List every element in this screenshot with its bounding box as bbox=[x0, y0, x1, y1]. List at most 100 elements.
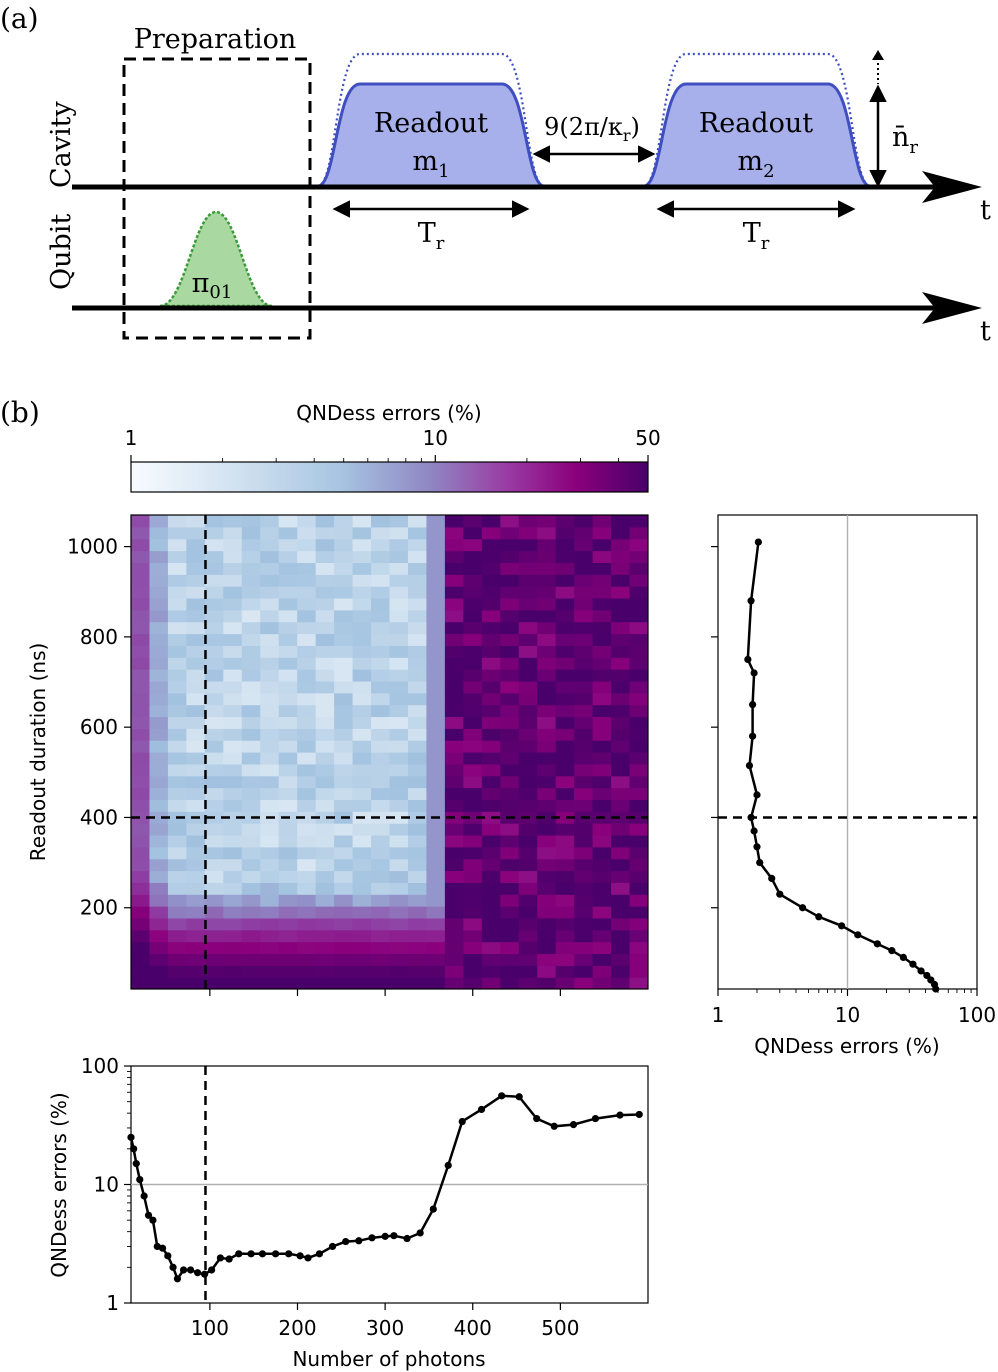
heatmap-cell bbox=[186, 550, 206, 563]
bottom-plot-point bbox=[130, 1145, 138, 1153]
heatmap-cell bbox=[444, 680, 464, 694]
bottom-plot-point bbox=[216, 1254, 224, 1262]
heatmap-cell bbox=[592, 586, 612, 599]
heatmap-cell bbox=[592, 740, 612, 753]
heatmap-cell bbox=[167, 538, 187, 552]
cavity-label: Cavity bbox=[46, 101, 77, 188]
heatmap-cell bbox=[186, 906, 206, 919]
heatmap-cell bbox=[204, 941, 224, 955]
heatmap-cell bbox=[149, 917, 169, 931]
heatmap-cell bbox=[297, 894, 317, 907]
heatmap-cell bbox=[389, 953, 409, 966]
heatmap-cell bbox=[371, 811, 391, 824]
heatmap-cell bbox=[186, 834, 206, 848]
pi-pulse bbox=[159, 210, 273, 308]
heatmap-cell bbox=[260, 965, 280, 978]
heatmap-cell bbox=[463, 775, 483, 789]
bottom-plot-xtick-label: 400 bbox=[454, 1316, 492, 1340]
heatmap-cell bbox=[186, 858, 206, 872]
heatmap-cell bbox=[334, 894, 354, 907]
heatmap-cell bbox=[389, 906, 409, 919]
heatmap-cell bbox=[426, 775, 446, 789]
heatmap-cell bbox=[204, 586, 224, 599]
qubit-time-label: t bbox=[980, 316, 991, 347]
heatmap-cell bbox=[555, 894, 575, 907]
heatmap-cell bbox=[131, 965, 151, 978]
heatmap-cell bbox=[463, 538, 483, 552]
heatmap-cell bbox=[334, 574, 354, 587]
heatmap-cell bbox=[371, 538, 391, 552]
heatmap-cell bbox=[407, 763, 428, 777]
heatmap-cell bbox=[315, 823, 335, 836]
heatmap-cell bbox=[444, 834, 464, 848]
heatmap-cell bbox=[204, 574, 224, 587]
heatmap-cell bbox=[500, 834, 520, 848]
heatmap-cell bbox=[407, 894, 428, 907]
heatmap-cell bbox=[167, 586, 187, 599]
heatmap-cell bbox=[371, 906, 391, 919]
heatmap-cell bbox=[297, 870, 317, 883]
heatmap-cell bbox=[131, 609, 151, 623]
heatmap-cell bbox=[334, 823, 354, 836]
heatmap-cell bbox=[555, 538, 575, 552]
bottom-plot-ytick-label: 100 bbox=[81, 1054, 119, 1078]
heatmap-cell bbox=[611, 870, 631, 883]
heatmap-cell bbox=[463, 728, 483, 741]
heatmap-cell bbox=[592, 894, 612, 907]
heatmap-cell bbox=[241, 562, 261, 575]
heatmap-cell bbox=[241, 609, 261, 623]
heatmap-cell bbox=[407, 977, 428, 989]
heatmap-cell bbox=[352, 680, 372, 694]
heatmap-cell bbox=[518, 680, 538, 694]
heatmap-cell bbox=[371, 787, 391, 800]
heatmap-cell bbox=[444, 846, 464, 860]
heatmap-cell bbox=[260, 609, 280, 623]
heatmap-cell bbox=[278, 823, 298, 836]
heatmap-cell bbox=[167, 882, 187, 895]
heatmap-cell bbox=[241, 515, 261, 528]
heatmap-cell bbox=[463, 799, 483, 812]
heatmap-cell bbox=[334, 515, 354, 528]
heatmap-cell bbox=[574, 752, 594, 765]
heatmap-cell bbox=[518, 858, 538, 872]
heatmap-cell bbox=[131, 692, 151, 706]
heatmap-cell bbox=[186, 941, 206, 955]
heatmap-cell bbox=[389, 846, 409, 860]
heatmap-cell bbox=[481, 787, 501, 800]
heatmap-cell bbox=[574, 550, 594, 563]
heatmap-cell bbox=[334, 562, 354, 575]
heatmap-cell bbox=[149, 752, 169, 765]
heatmap-cell bbox=[297, 787, 317, 800]
heatmap-cell bbox=[426, 834, 446, 848]
heatmap-cell bbox=[131, 823, 151, 836]
heatmap-cell bbox=[611, 775, 631, 789]
heatmap-cell bbox=[629, 728, 648, 741]
heatmap-cell bbox=[444, 526, 464, 540]
heatmap-cell bbox=[149, 562, 169, 575]
heatmap-cell bbox=[500, 763, 520, 777]
heatmap-cell bbox=[278, 633, 298, 646]
heatmap-cell bbox=[592, 929, 612, 943]
heatmap-cell bbox=[186, 846, 206, 860]
heatmap-cell bbox=[611, 834, 631, 848]
heatmap-cell bbox=[555, 645, 575, 658]
bottom-plot-point bbox=[429, 1205, 437, 1213]
heatmap-cell bbox=[518, 692, 538, 706]
heatmap-cell bbox=[278, 538, 298, 552]
heatmap-cell bbox=[463, 763, 483, 777]
bottom-plot-point bbox=[144, 1211, 153, 1219]
heatmap-cell bbox=[371, 645, 391, 658]
heatmap-cell bbox=[149, 775, 169, 789]
heatmap-cell bbox=[426, 740, 446, 753]
heatmap-cell bbox=[407, 846, 428, 860]
heatmap-cell bbox=[149, 870, 169, 883]
heatmap-cell bbox=[278, 716, 298, 729]
heatmap-cell bbox=[518, 716, 538, 729]
heatmap-cell bbox=[500, 953, 520, 966]
heatmap-cell bbox=[297, 621, 317, 635]
heatmap-cell bbox=[426, 953, 446, 966]
heatmap-cell bbox=[426, 787, 446, 800]
heatmap-cell bbox=[297, 645, 317, 658]
heatmap-cell bbox=[260, 538, 280, 552]
panel-b: (b) QNDess errors (%) 1 10 50 200 400 600 800… bbox=[0, 396, 996, 1371]
